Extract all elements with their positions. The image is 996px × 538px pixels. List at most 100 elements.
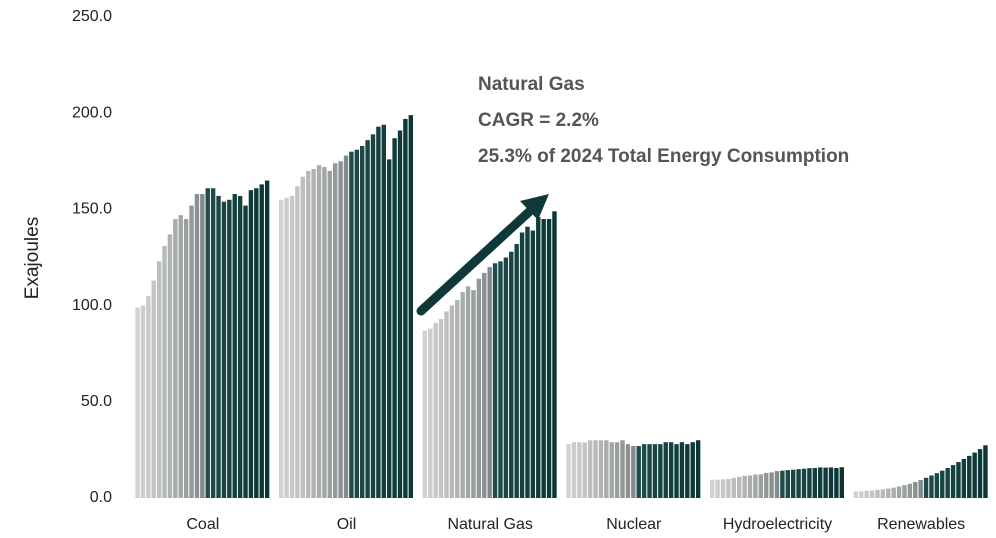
bar [455, 299, 460, 498]
bar [140, 305, 146, 498]
bar [972, 452, 977, 498]
bar [961, 458, 967, 498]
bar [929, 475, 934, 498]
bar [194, 194, 200, 498]
bar [338, 161, 343, 499]
bar [530, 230, 536, 498]
bar [487, 267, 492, 498]
bar [476, 278, 482, 498]
bar [598, 440, 604, 498]
bar [498, 261, 503, 498]
bar [875, 489, 880, 498]
bar [146, 295, 151, 498]
bar [333, 163, 338, 498]
bar [609, 442, 614, 498]
bar [812, 467, 817, 498]
bar [221, 201, 227, 499]
bar [408, 115, 413, 499]
annotation-text: Natural Gas [478, 74, 585, 95]
bar [577, 442, 582, 498]
y-tick-label: 250.0 [72, 8, 112, 25]
bar [254, 188, 259, 498]
bar [300, 176, 305, 498]
bar [737, 476, 742, 498]
bar [983, 445, 988, 498]
bar [880, 489, 886, 498]
bar [715, 479, 720, 498]
x-tick-label: Hydroelectricity [723, 516, 832, 533]
bar [248, 190, 254, 498]
bar [614, 442, 620, 498]
bar [227, 199, 232, 498]
x-tick-label: Renewables [877, 516, 965, 533]
bar [264, 180, 270, 499]
bar [183, 219, 189, 498]
bar [945, 467, 950, 498]
bar [896, 486, 902, 498]
bar [625, 444, 631, 498]
bar [742, 475, 747, 498]
bar [913, 482, 918, 498]
bar [658, 444, 663, 498]
bar [886, 488, 891, 498]
bar [668, 442, 674, 498]
annotation-arrow [416, 194, 549, 316]
bar [780, 470, 785, 498]
bar [279, 199, 284, 498]
bar [343, 155, 349, 498]
annotation-text: 25.3% of 2024 Total Energy Consumption [478, 146, 849, 167]
bar [444, 311, 449, 498]
bar [764, 472, 769, 498]
bar [173, 219, 178, 498]
bar [758, 474, 763, 498]
x-tick-label: Oil [337, 516, 357, 533]
bar [365, 140, 370, 499]
bar [864, 490, 869, 498]
bar [449, 305, 455, 498]
bar [593, 440, 598, 498]
y-tick-label: 100.0 [72, 297, 112, 314]
x-tick-label: Nuclear [606, 516, 662, 533]
y-tick-label: 150.0 [72, 201, 112, 218]
bar [853, 491, 859, 498]
bar [381, 124, 386, 498]
bar [433, 322, 438, 498]
y-tick-label: 0.0 [90, 489, 112, 506]
bar [295, 186, 300, 498]
bar [940, 470, 945, 498]
bar [726, 478, 731, 498]
bar [178, 215, 183, 498]
bar [514, 244, 519, 498]
bar [460, 292, 465, 498]
bar [769, 472, 774, 498]
bar [923, 477, 929, 498]
y-tick-label: 50.0 [81, 393, 112, 410]
bar [210, 188, 216, 498]
bar [796, 469, 801, 498]
x-tick-label: Natural Gas [447, 516, 532, 533]
bar [807, 468, 812, 498]
bar [695, 440, 701, 498]
bar [162, 245, 167, 498]
bar [322, 167, 327, 498]
bar [902, 485, 907, 498]
bar [869, 490, 875, 498]
bar [311, 168, 316, 498]
bar [259, 184, 264, 498]
bar [422, 330, 428, 498]
bar [731, 477, 736, 498]
bar [403, 118, 408, 499]
bar [791, 469, 796, 498]
bar [604, 440, 609, 498]
bar [636, 446, 641, 498]
bar [631, 446, 636, 498]
bar [237, 195, 243, 498]
bar [284, 197, 289, 498]
bar [519, 232, 525, 498]
bar [828, 467, 834, 498]
bar [289, 195, 295, 498]
bar [200, 194, 205, 498]
bar [392, 138, 397, 498]
bar [823, 467, 828, 498]
